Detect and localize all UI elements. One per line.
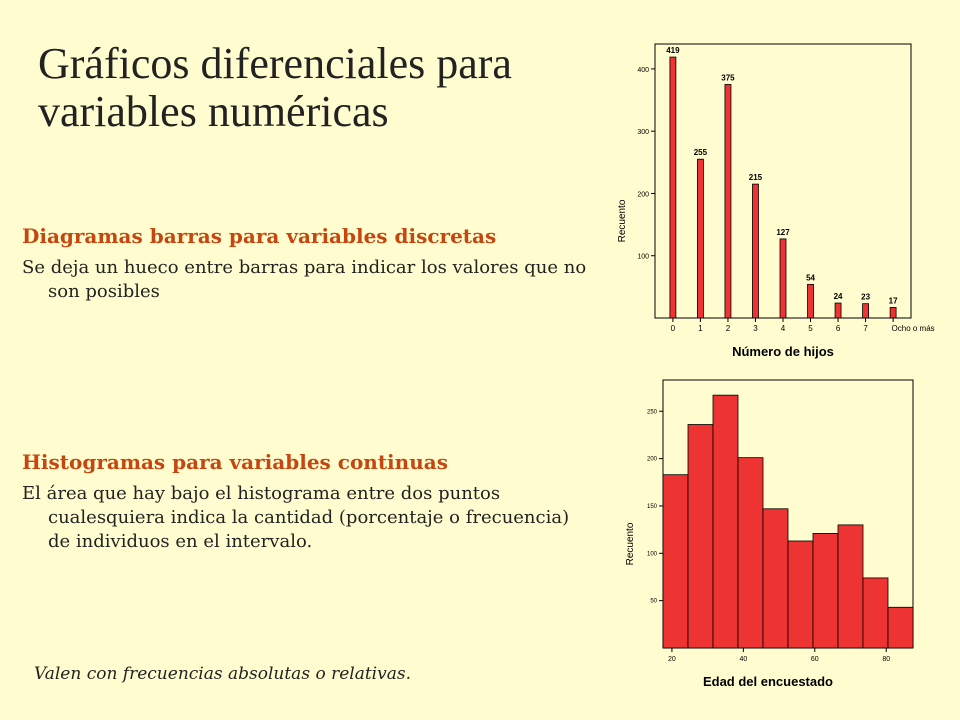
bar-section-heading: Diagramas barras para variables discreta… — [22, 224, 497, 248]
x-tick-label: 40 — [739, 656, 747, 663]
bar-chart-number-of-children: 100 200 300 400 419 0 255 1 375 2 215 3 127 4 54 5 24 6 23… — [617, 43, 935, 359]
bar — [752, 183, 759, 319]
bar-section-text: Se deja un hueco entre barras para indic… — [22, 257, 587, 302]
y-tick-label: 250 — [647, 409, 658, 415]
y-tick-label: 150 — [647, 504, 658, 510]
hist-section: Histogramas para variables continuas El … — [22, 448, 592, 554]
histogram-bar — [762, 508, 789, 649]
data-label: 24 — [834, 292, 843, 301]
y-axis-label: Recuento — [617, 199, 628, 242]
bar — [669, 56, 677, 319]
x-tick-label: 1 — [698, 324, 703, 333]
x-tick-label: Ocho o más — [892, 324, 935, 333]
data-label: 23 — [861, 293, 870, 302]
x-tick-label: 80 — [882, 656, 890, 663]
bar — [889, 307, 897, 319]
x-tick-label: 20 — [668, 656, 676, 663]
footnote: Valen con frecuencias absolutas o relati… — [34, 664, 411, 684]
x-tick-label: 60 — [811, 656, 819, 663]
y-tick-label: 200 — [637, 191, 649, 198]
y-tick-label: 400 — [637, 67, 649, 74]
histogram-bar — [662, 474, 689, 649]
y-tick-label: 50 — [650, 599, 657, 605]
data-label: 127 — [776, 228, 790, 237]
x-tick-label: 3 — [753, 324, 758, 333]
slide-title: Gráficos diferenciales para variables nu… — [38, 39, 512, 136]
x-tick-label: 7 — [863, 324, 868, 333]
histogram-bar — [787, 540, 814, 649]
histogram-bar — [862, 577, 889, 649]
x-tick-label: 2 — [726, 324, 731, 333]
bar — [779, 238, 787, 319]
bar — [697, 158, 704, 319]
histogram-bar — [737, 457, 764, 649]
bar — [807, 283, 814, 319]
histogram-age: 50 100 150 200 250 20 40 60 80 Edad del encuestad… — [625, 379, 914, 689]
hist-section-heading: Histogramas para variables continuas — [22, 450, 448, 474]
y-tick-label: 100 — [637, 254, 649, 261]
y-axis-label: Recuento — [625, 522, 636, 565]
data-label: 419 — [666, 46, 680, 55]
data-label: 17 — [889, 296, 898, 305]
x-tick-label: 5 — [808, 324, 813, 333]
hist-section-text: El área que hay bajo el histograma entre… — [22, 483, 570, 552]
bar — [834, 302, 842, 319]
x-axis-label: Edad del encuestado — [703, 674, 833, 689]
histogram-bar — [712, 394, 739, 649]
x-tick-label: 0 — [671, 324, 676, 333]
data-label: 375 — [721, 73, 735, 82]
x-axis-label: Número de hijos — [732, 344, 834, 359]
data-label: 215 — [749, 173, 763, 182]
x-tick-label: 6 — [836, 324, 841, 333]
histogram-bar — [887, 606, 914, 649]
y-tick-label: 300 — [637, 129, 649, 136]
histogram-bar — [687, 424, 714, 649]
bar-section: Diagramas barras para variables discreta… — [22, 222, 592, 304]
y-tick-label: 200 — [647, 457, 658, 463]
histogram-bar — [837, 524, 864, 649]
data-label: 255 — [694, 148, 708, 157]
x-tick-label: 4 — [781, 324, 786, 333]
y-tick-label: 100 — [647, 551, 658, 557]
histogram-bar — [812, 533, 839, 649]
bar — [724, 84, 732, 319]
bar — [862, 303, 869, 319]
data-label: 54 — [806, 273, 815, 282]
